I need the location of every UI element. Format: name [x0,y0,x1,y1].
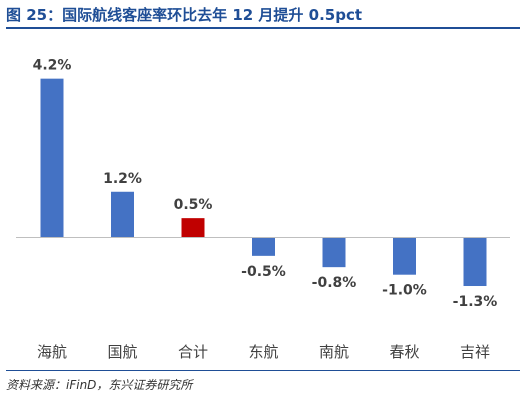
source-note: 资料来源：iFinD，东兴证券研究所 [6,378,193,392]
figure-title: 图 25：国际航线客座率环比去年 12 月提升 0.5pct [6,6,363,24]
category-label-0: 海航 [37,343,67,361]
category-label-3: 东航 [248,343,278,361]
bar-5 [393,237,416,275]
bar-value-label-3: -0.5% [241,264,286,280]
category-label-6: 吉祥 [460,343,490,361]
footer-divider [6,370,520,371]
bar-value-label-5: -1.0% [382,283,427,299]
bar-1 [111,191,134,237]
bar-6 [463,237,487,287]
category-label-1: 国航 [107,343,137,361]
bar-3 [252,237,275,256]
bar-value-label-6: -1.3% [453,294,498,310]
bar-value-label-4: -0.8% [312,275,357,291]
category-label-5: 春秋 [389,343,419,361]
bar-value-label-2: 0.5% [174,197,213,213]
bar-chart: 4.2% 海航 1.2% 国航 0.5% 合计 -0.5% 东航 -0.8% 南航 -1.0% 春秋 -… [16,58,510,361]
bar-0 [40,78,64,237]
bar-2 [181,218,205,237]
title-divider [6,27,520,29]
category-label-2: 合计 [178,343,208,361]
bar-4 [322,237,346,268]
category-label-4: 南航 [319,343,349,361]
bar-value-label-1: 1.2% [103,171,142,187]
bar-value-label-0: 4.2% [33,58,72,74]
